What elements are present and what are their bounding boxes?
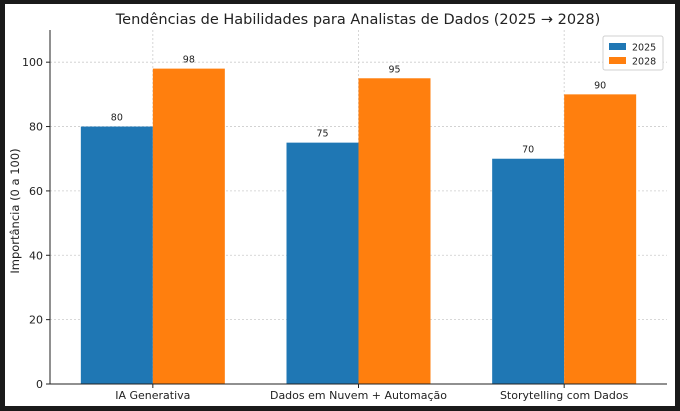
legend-label: 2025 [632,43,656,54]
bar-2028-0 [152,68,225,385]
bar-2028-1 [358,78,431,384]
y-tick-label: 60 [29,185,43,198]
bar-2025-1 [286,142,359,384]
x-tick-label: Storytelling com Dados [500,389,629,402]
legend-label: 2028 [632,57,656,68]
bar-2028-2 [564,94,637,384]
y-tick-label: 40 [29,249,43,262]
data-label: 70 [522,145,534,156]
bar-2025-2 [492,158,565,384]
bar-2025-0 [80,126,153,384]
data-label: 95 [388,64,400,75]
y-tick-label: 100 [22,56,43,69]
axes: 0 20 40 60 80 100 IA Generativa Dados em Nuvem … [22,30,667,402]
data-label: 80 [111,113,123,124]
legend: 2025 2028 [602,35,664,71]
bar-chart: Tendências de Habilidades para Analistas… [8,12,667,402]
legend-swatch-2028 [609,57,626,64]
data-label: 75 [316,129,328,140]
x-tick-label: IA Generativa [115,389,190,402]
legend-swatch-2025 [609,43,626,50]
y-tick-label: 20 [29,314,43,327]
y-tick-label: 0 [36,378,43,391]
bars: 80 98 75 95 70 90 [80,55,637,385]
y-axis-label: Importância (0 a 100) [8,148,22,273]
data-label: 98 [183,55,195,66]
data-label: 90 [594,80,606,91]
chart-title: Tendências de Habilidades para Analistas… [115,12,600,28]
x-tick-label: Dados em Nuvem + Automação [270,389,447,402]
y-tick-label: 80 [29,121,43,134]
chart-frame: Tendências de Habilidades para Analistas… [5,4,675,406]
